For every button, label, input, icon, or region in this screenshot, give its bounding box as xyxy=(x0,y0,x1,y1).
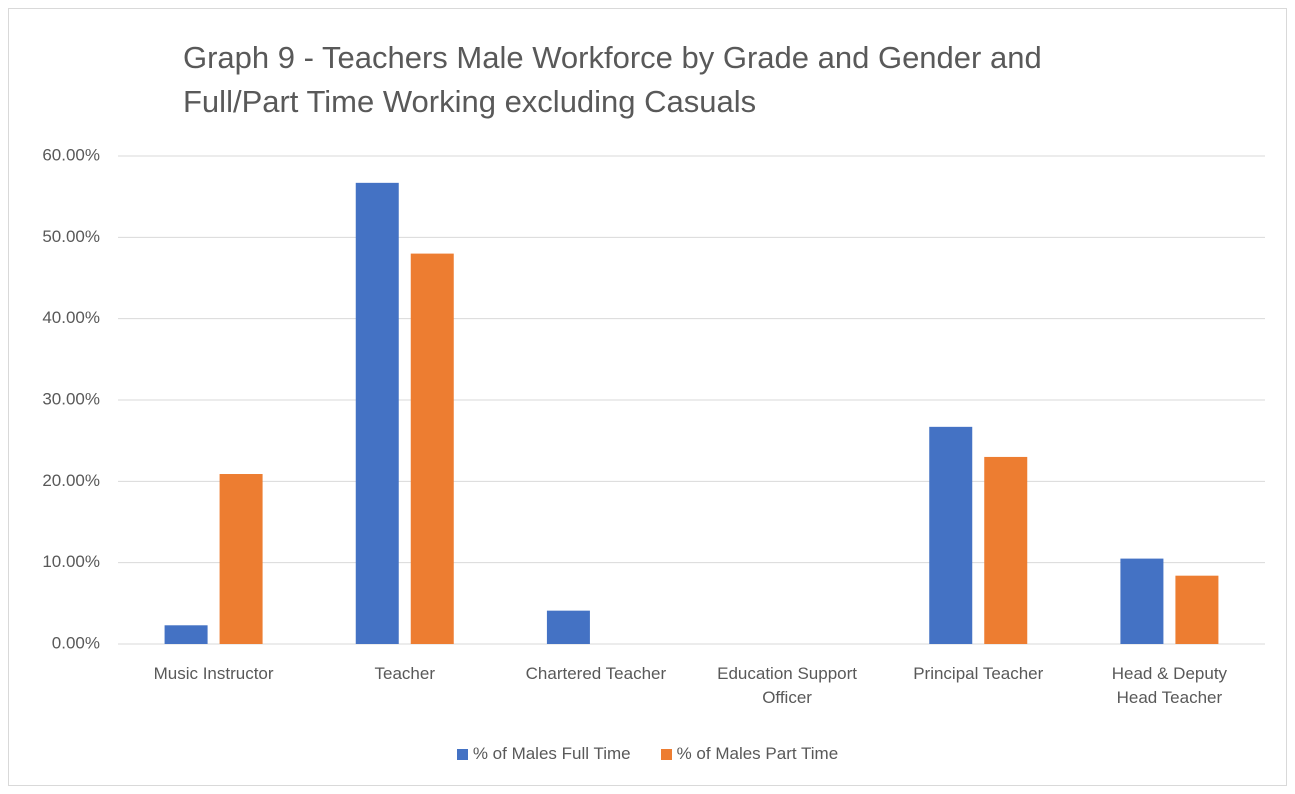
bar xyxy=(219,474,263,644)
legend-swatch xyxy=(660,748,672,760)
bar xyxy=(546,610,590,644)
chart-title: Graph 9 - Teachers Male Workforce by Gra… xyxy=(183,40,1042,119)
y-tick-label: 50.00% xyxy=(42,227,100,246)
bar xyxy=(410,253,454,644)
bar xyxy=(929,426,973,644)
bar xyxy=(355,182,399,644)
x-tick-label: Teacher xyxy=(374,664,435,683)
legend: % of Males Full Time % of Males Part Time xyxy=(0,744,1295,764)
y-tick-label: 40.00% xyxy=(42,308,100,327)
y-tick-label: 30.00% xyxy=(42,389,100,408)
x-tick-label: Chartered Teacher xyxy=(525,664,667,683)
legend-item: % of Males Part Time xyxy=(660,744,839,764)
bar xyxy=(164,625,208,644)
y-tick-label: 10.00% xyxy=(42,552,100,571)
bar xyxy=(984,456,1028,644)
x-tick-label: Principal Teacher xyxy=(913,664,1044,683)
legend-item: % of Males Full Time xyxy=(456,744,631,764)
legend-label: % of Males Full Time xyxy=(472,744,631,763)
y-tick-label: 60.00% xyxy=(42,145,100,164)
bar xyxy=(1175,575,1219,644)
x-tick-label: Music Instructor xyxy=(153,664,274,683)
legend-label: % of Males Part Time xyxy=(676,744,839,763)
chart-border xyxy=(8,8,1287,786)
legend-swatch xyxy=(456,748,468,760)
x-tick-label: Education Support Officer xyxy=(717,664,858,707)
y-tick-label: 0.00% xyxy=(52,633,100,652)
bar xyxy=(1120,558,1164,644)
y-tick-label: 20.00% xyxy=(42,471,100,490)
x-tick-label: Head & Deputy Head Teacher xyxy=(1111,664,1228,707)
